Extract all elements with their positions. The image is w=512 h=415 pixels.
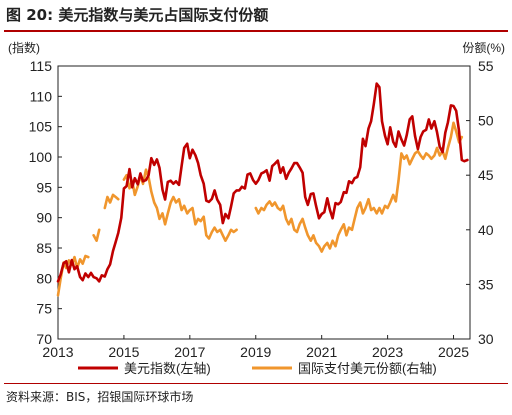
right-axis-tick-label: 50 (478, 113, 494, 129)
figure-label: 图 20: (6, 6, 54, 24)
legend-label-payment-share: 国际支付美元份额(右轴) (298, 361, 437, 376)
right-axis-tick-label: 35 (478, 276, 494, 292)
x-axis-tick-label: 2023 (372, 344, 403, 360)
left-axis-tick-label: 90 (36, 210, 52, 226)
source-note: 资料来源：BIS，招银国际环球市场 (6, 390, 194, 404)
series-line-usd-index (56, 82, 469, 283)
figure-title-text: 美元指数与美元占国际支付份额 (58, 6, 269, 24)
title-rule (4, 30, 508, 32)
x-axis-tick-label: 2019 (240, 344, 271, 360)
x-axis-tick-label: 2015 (108, 344, 139, 360)
left-axis-tick-label: 70 (36, 331, 52, 347)
right-axis-tick-label: 55 (478, 58, 494, 74)
x-axis-tick-label: 2025 (438, 344, 469, 360)
x-axis-tick-label: 2021 (306, 344, 337, 360)
left-axis-tick-label: 115 (30, 58, 53, 74)
left-axis-tick-label: 75 (36, 301, 52, 317)
x-axis-tick-label: 2013 (42, 344, 73, 360)
dual-axis-line-chart: (指数) 份额(%) 70 75 80 85 90 95 100 105 110 115 30 35 40 4… (8, 40, 505, 376)
left-axis-tick-label: 110 (30, 88, 53, 104)
x-axis-tick-label: 2017 (174, 344, 205, 360)
plot-frame (57, 65, 471, 340)
left-axis-tick-label: 105 (29, 119, 53, 135)
right-axis-tick-label: 30 (478, 331, 494, 347)
legend-label-usd-index: 美元指数(左轴) (124, 361, 211, 376)
right-axis-tick-label: 45 (478, 167, 494, 183)
footer-rule (4, 383, 508, 384)
left-axis-tick-label: 95 (36, 179, 52, 195)
left-axis-tick-label: 80 (36, 270, 52, 286)
figure-title: 图 20: 美元指数与美元占国际支付份额 (6, 4, 268, 25)
left-axis-tick-label: 85 (36, 240, 52, 256)
left-axis-tick-label: 100 (29, 149, 53, 165)
right-axis-tick-label: 40 (478, 222, 494, 238)
series-line-payment-share (56, 121, 464, 297)
right-axis-title: 份额(%) (462, 41, 505, 55)
left-axis-title: (指数) (8, 40, 40, 55)
